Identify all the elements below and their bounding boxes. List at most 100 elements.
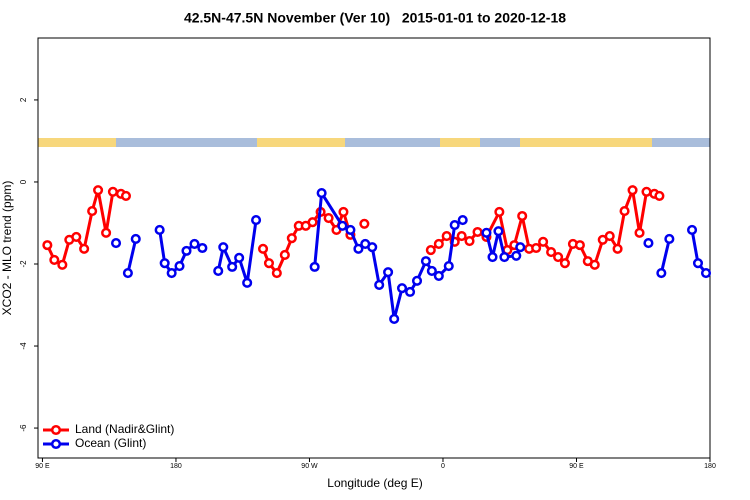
data-point [574, 240, 585, 251]
y-tick-label: -4 [19, 342, 28, 350]
data-point [404, 286, 416, 297]
data-point [154, 224, 165, 236]
data-point [515, 242, 526, 253]
data-point [499, 251, 510, 263]
legend-label: Land (Nadir&Glint) [75, 422, 174, 436]
data-point [159, 258, 170, 269]
data-point [79, 243, 90, 254]
data-point [634, 227, 645, 238]
data-point [374, 279, 385, 290]
data-point [130, 233, 141, 245]
data-point [316, 187, 327, 199]
y-tick-label: -6 [19, 424, 28, 432]
legend-marker [50, 438, 62, 450]
ocean-strip [116, 138, 257, 147]
data-point [457, 215, 468, 226]
data-point [538, 236, 549, 247]
data-point [323, 213, 334, 224]
data-point [546, 247, 557, 258]
data-point [456, 231, 467, 242]
data-point [493, 226, 504, 237]
data-point [110, 238, 122, 249]
ocean-strip [480, 138, 520, 147]
legend-label: Ocean (Glint) [75, 436, 146, 450]
ocean-strip [345, 138, 440, 147]
data-point [338, 206, 349, 217]
series [110, 187, 712, 325]
land-ocean-strip [38, 138, 710, 147]
data-point [604, 231, 615, 242]
data-point [337, 220, 348, 231]
data-point [263, 258, 275, 269]
data-point [411, 275, 423, 286]
data-point [664, 233, 675, 245]
data-point [654, 190, 665, 201]
data-point [101, 227, 112, 238]
data-point [641, 186, 652, 197]
chart-title: 42.5N-47.5N November (Ver 10) 2015-01-01… [184, 10, 566, 26]
data-point [443, 260, 454, 272]
x-tick-label: 0 [441, 463, 445, 470]
data-point [472, 226, 483, 238]
data-point [71, 231, 82, 242]
data-point [396, 283, 408, 294]
series [42, 184, 665, 279]
data-point [656, 267, 667, 279]
data-point [383, 267, 394, 278]
legend-marker [50, 424, 62, 436]
data-point [271, 267, 282, 279]
data-point [57, 259, 68, 270]
legend: Land (Nadir&Glint)Ocean (Glint) [43, 422, 174, 450]
y-tick-label: 0 [19, 179, 28, 184]
data-point [42, 240, 53, 251]
y-axis-label: XCO2 - MLO trend (ppm) [0, 181, 14, 316]
data-point [464, 235, 475, 247]
data-point [107, 186, 118, 197]
data-point [433, 238, 444, 249]
data-point [166, 267, 177, 279]
data-point [279, 249, 290, 261]
data-point [487, 251, 498, 263]
land-strip [440, 138, 480, 147]
data-point [218, 242, 229, 253]
x-tick-label: 90 E [569, 463, 584, 470]
data-point [49, 254, 60, 265]
data-point [426, 265, 437, 277]
data-point [511, 250, 522, 261]
data-point [420, 256, 431, 267]
data-point [619, 206, 630, 217]
data-point [197, 242, 208, 254]
data-point [189, 238, 200, 249]
data-point [700, 267, 712, 279]
data-point [433, 270, 444, 281]
data-point [687, 224, 698, 236]
data-point [449, 219, 460, 231]
ocean-strip [652, 138, 710, 147]
series-line [126, 238, 138, 274]
data-point [517, 210, 528, 222]
data-point [389, 313, 400, 325]
x-tick-label: 180 [170, 463, 182, 470]
data-point [227, 261, 238, 272]
data-point [627, 185, 638, 196]
data-point [122, 267, 133, 279]
data-point [309, 261, 320, 272]
data-point [589, 259, 600, 270]
data-point [612, 243, 623, 254]
data-point [425, 245, 436, 256]
data-point [251, 215, 262, 226]
data-point [213, 265, 224, 277]
data-point [234, 252, 245, 263]
data-point [553, 251, 564, 263]
data-point [359, 218, 370, 229]
data-point [441, 231, 452, 242]
data-point [257, 243, 269, 254]
data-point [286, 233, 297, 244]
data-point [345, 224, 356, 236]
land-strip [38, 138, 116, 147]
data-point [643, 238, 654, 249]
data-point [120, 190, 132, 201]
x-axis-label: Longitude (deg E) [327, 476, 422, 490]
data-point [93, 185, 104, 196]
land-strip [257, 138, 345, 147]
